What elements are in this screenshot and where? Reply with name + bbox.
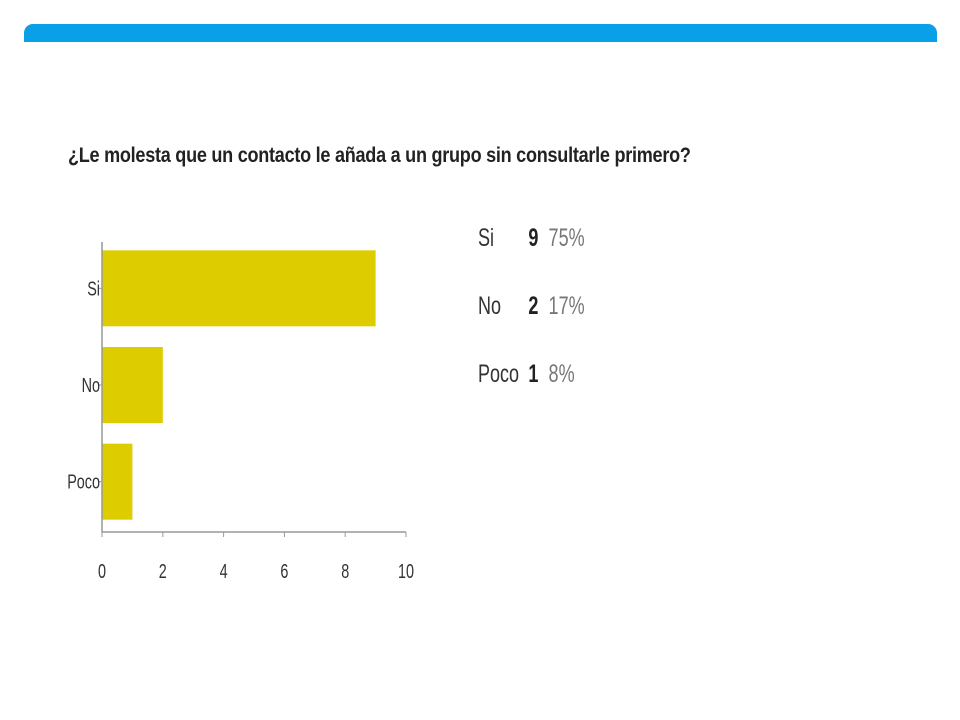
bar-no [102, 347, 163, 423]
header-bar [24, 24, 937, 42]
legend-count: 1 [528, 360, 539, 388]
legend-label: Poco [478, 360, 520, 388]
legend-count: 9 [528, 224, 539, 252]
x-tick-label: 10 [398, 560, 414, 583]
x-tick-label: 2 [159, 560, 167, 583]
y-tick-label: Poco [67, 470, 100, 493]
y-tick-label: Si [87, 277, 100, 300]
legend-label: No [478, 292, 502, 320]
y-ticks-group: Si No Poco [67, 277, 102, 493]
legend-percent: 17% [548, 292, 585, 320]
x-tick-label: 8 [341, 560, 349, 583]
bars-group [102, 250, 376, 520]
chart-title: ¿Le molesta que un contacto le añada a u… [68, 144, 691, 167]
legend-row-poco: Poco 1 8% [478, 360, 579, 428]
y-tick-label: No [82, 374, 100, 397]
legend-count: 2 [528, 292, 539, 320]
x-tick-label: 6 [280, 560, 288, 583]
legend-label: Si [478, 224, 495, 252]
legend-row-no: No 2 17% [478, 292, 585, 360]
legend-percent: 75% [548, 224, 585, 252]
x-tick-label: 4 [220, 560, 228, 583]
bar-poco [102, 443, 133, 520]
legend-row-si: Si 9 75% [478, 224, 585, 292]
x-ticks-group: 0 2 4 6 8 10 [98, 532, 414, 583]
legend: Si 9 75% No 2 17% Poco 1 8% [478, 224, 618, 428]
bar-si [102, 250, 376, 327]
legend-percent: 8% [548, 360, 575, 388]
x-tick-label: 0 [98, 560, 106, 583]
